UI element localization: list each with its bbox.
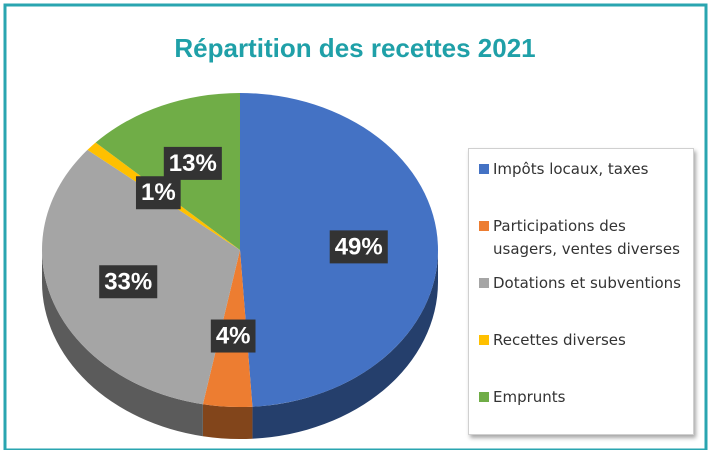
data-label: 4% — [216, 323, 251, 350]
data-label: 13% — [169, 150, 217, 177]
chart-title: Répartition des recettes 2021 — [174, 33, 535, 63]
legend: Impôts locaux, taxes Participations des u… — [468, 148, 694, 435]
labels: 49% 4% 33% 1%13% — [99, 146, 388, 353]
legend-item: Impôts locaux, taxes — [479, 158, 691, 181]
legend-swatch — [479, 335, 489, 345]
data-label: 33% — [104, 268, 152, 295]
legend-item: Recettes diverses — [479, 329, 691, 352]
label-box — [163, 146, 222, 180]
legend-label: Dotations et subventions — [493, 274, 681, 292]
frame — [3, 3, 708, 450]
legend-swatch — [479, 392, 489, 402]
legend-swatch — [479, 221, 489, 231]
legend-label: Participations des usagers, ventes diver… — [493, 217, 680, 258]
slice-side — [42, 250, 203, 437]
legend-item: Participations des usagers, ventes diver… — [479, 215, 691, 261]
pie — [41, 93, 438, 439]
legend-item: Emprunts — [479, 386, 691, 409]
label-box — [210, 319, 256, 353]
data-label: 1% — [141, 179, 176, 206]
legend-item: Dotations et subventions — [479, 272, 691, 295]
legend-swatch — [479, 278, 489, 288]
legend-label: Impôts locaux, taxes — [493, 160, 649, 178]
label-box — [329, 230, 388, 264]
slice-side — [202, 404, 253, 439]
label-box — [99, 265, 158, 299]
slice-side — [252, 250, 438, 439]
legend-label: Emprunts — [493, 388, 566, 406]
label-box — [135, 176, 181, 210]
legend-label: Recettes diverses — [493, 331, 626, 349]
legend-swatch — [479, 164, 489, 174]
data-label: 49% — [335, 233, 383, 260]
